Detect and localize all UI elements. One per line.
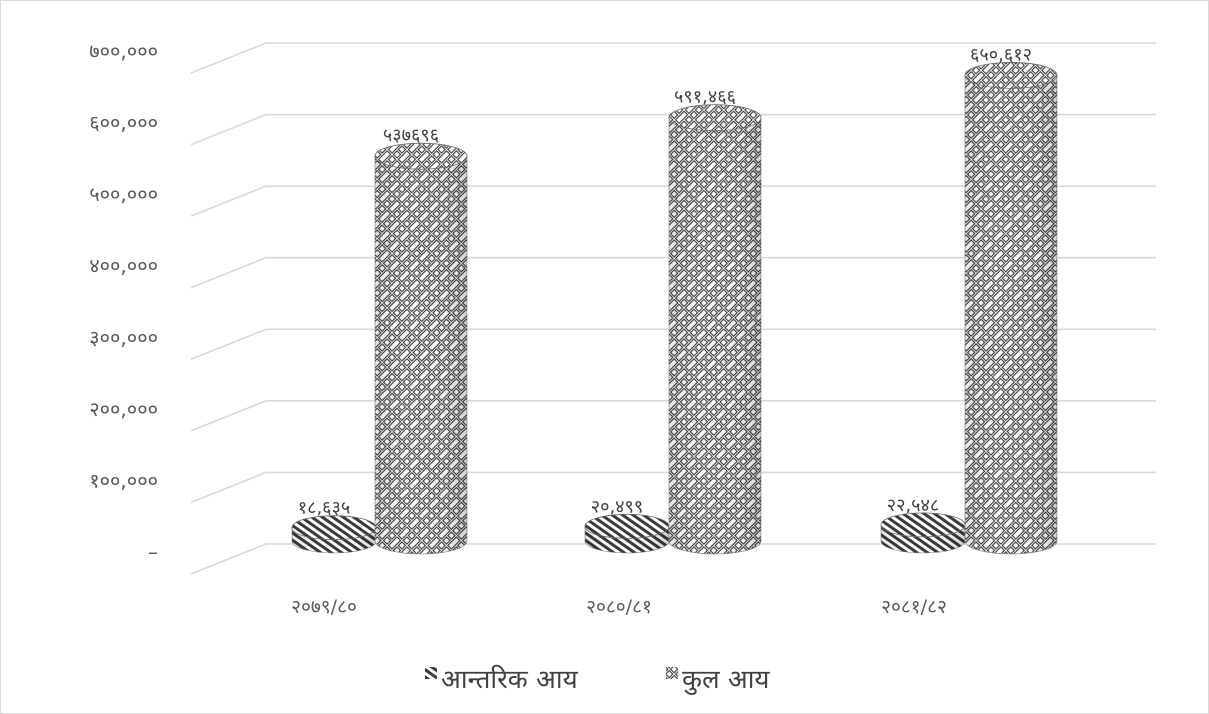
y-tick-label: – bbox=[148, 540, 158, 564]
bar-internal-income bbox=[880, 512, 966, 554]
y-tick-label: ६००,००० bbox=[89, 111, 158, 135]
data-labels: १८,६३५ २०,४९९ २२,५४८ ५३७६९६ ५९१,४६६ ६५०,६१२ bbox=[298, 44, 1032, 518]
y-tick-label: ५००,००० bbox=[89, 182, 158, 206]
x-axis: २०७९/८० २०८०/८१ २०८१/८२ bbox=[291, 596, 947, 618]
gridline-depth bbox=[190, 328, 267, 361]
legend-label: कुल आय bbox=[682, 665, 770, 695]
legend-swatch bbox=[425, 667, 437, 679]
data-label: ५३७६९६ bbox=[383, 125, 439, 146]
bar-total-income bbox=[964, 61, 1058, 555]
legend-item: आन्तरिक आय bbox=[425, 664, 579, 695]
data-label: २०,४९९ bbox=[591, 496, 644, 517]
legend: आन्तरिक आय कुल आय bbox=[425, 664, 770, 695]
data-label: २२,५४८ bbox=[887, 495, 940, 516]
legend-item: कुल आय bbox=[666, 665, 770, 695]
bar-internal-income bbox=[584, 513, 670, 554]
gridline-depth bbox=[190, 543, 267, 575]
gridline-depth bbox=[190, 42, 267, 74]
data-label: ५९१,४६६ bbox=[674, 87, 736, 108]
gridline-depth bbox=[190, 400, 267, 432]
y-tick-label: २००,००० bbox=[89, 397, 158, 421]
gridline-depth bbox=[190, 471, 267, 504]
bar-total-income bbox=[668, 104, 762, 555]
legend-label: आन्तरिक आय bbox=[441, 664, 579, 695]
y-tick-label: ४००,००० bbox=[89, 254, 158, 278]
y-tick-label: १००,००० bbox=[89, 468, 158, 492]
y-tick-label: ३००,००० bbox=[89, 325, 158, 349]
x-tick-label: २०८०/८१ bbox=[586, 596, 652, 618]
data-label: १८,६३५ bbox=[298, 498, 351, 519]
bar-total-income bbox=[374, 142, 468, 555]
bar-internal-income bbox=[291, 515, 377, 554]
data-label: ६५०,६१२ bbox=[970, 44, 1032, 65]
gridline-depth bbox=[190, 185, 267, 217]
gridline-depth bbox=[190, 256, 267, 289]
y-axis: – १००,००० २००,००० ३००,००० ४००,००० ५००,००० ६००,… bbox=[89, 39, 158, 564]
plot-area bbox=[291, 61, 1058, 555]
x-tick-label: २०८१/८२ bbox=[881, 596, 947, 618]
x-tick-label: २०७९/८० bbox=[291, 596, 357, 618]
legend-swatch bbox=[666, 667, 678, 679]
y-tick-label: ७००,००० bbox=[89, 39, 158, 63]
gridline-depth bbox=[190, 113, 267, 146]
